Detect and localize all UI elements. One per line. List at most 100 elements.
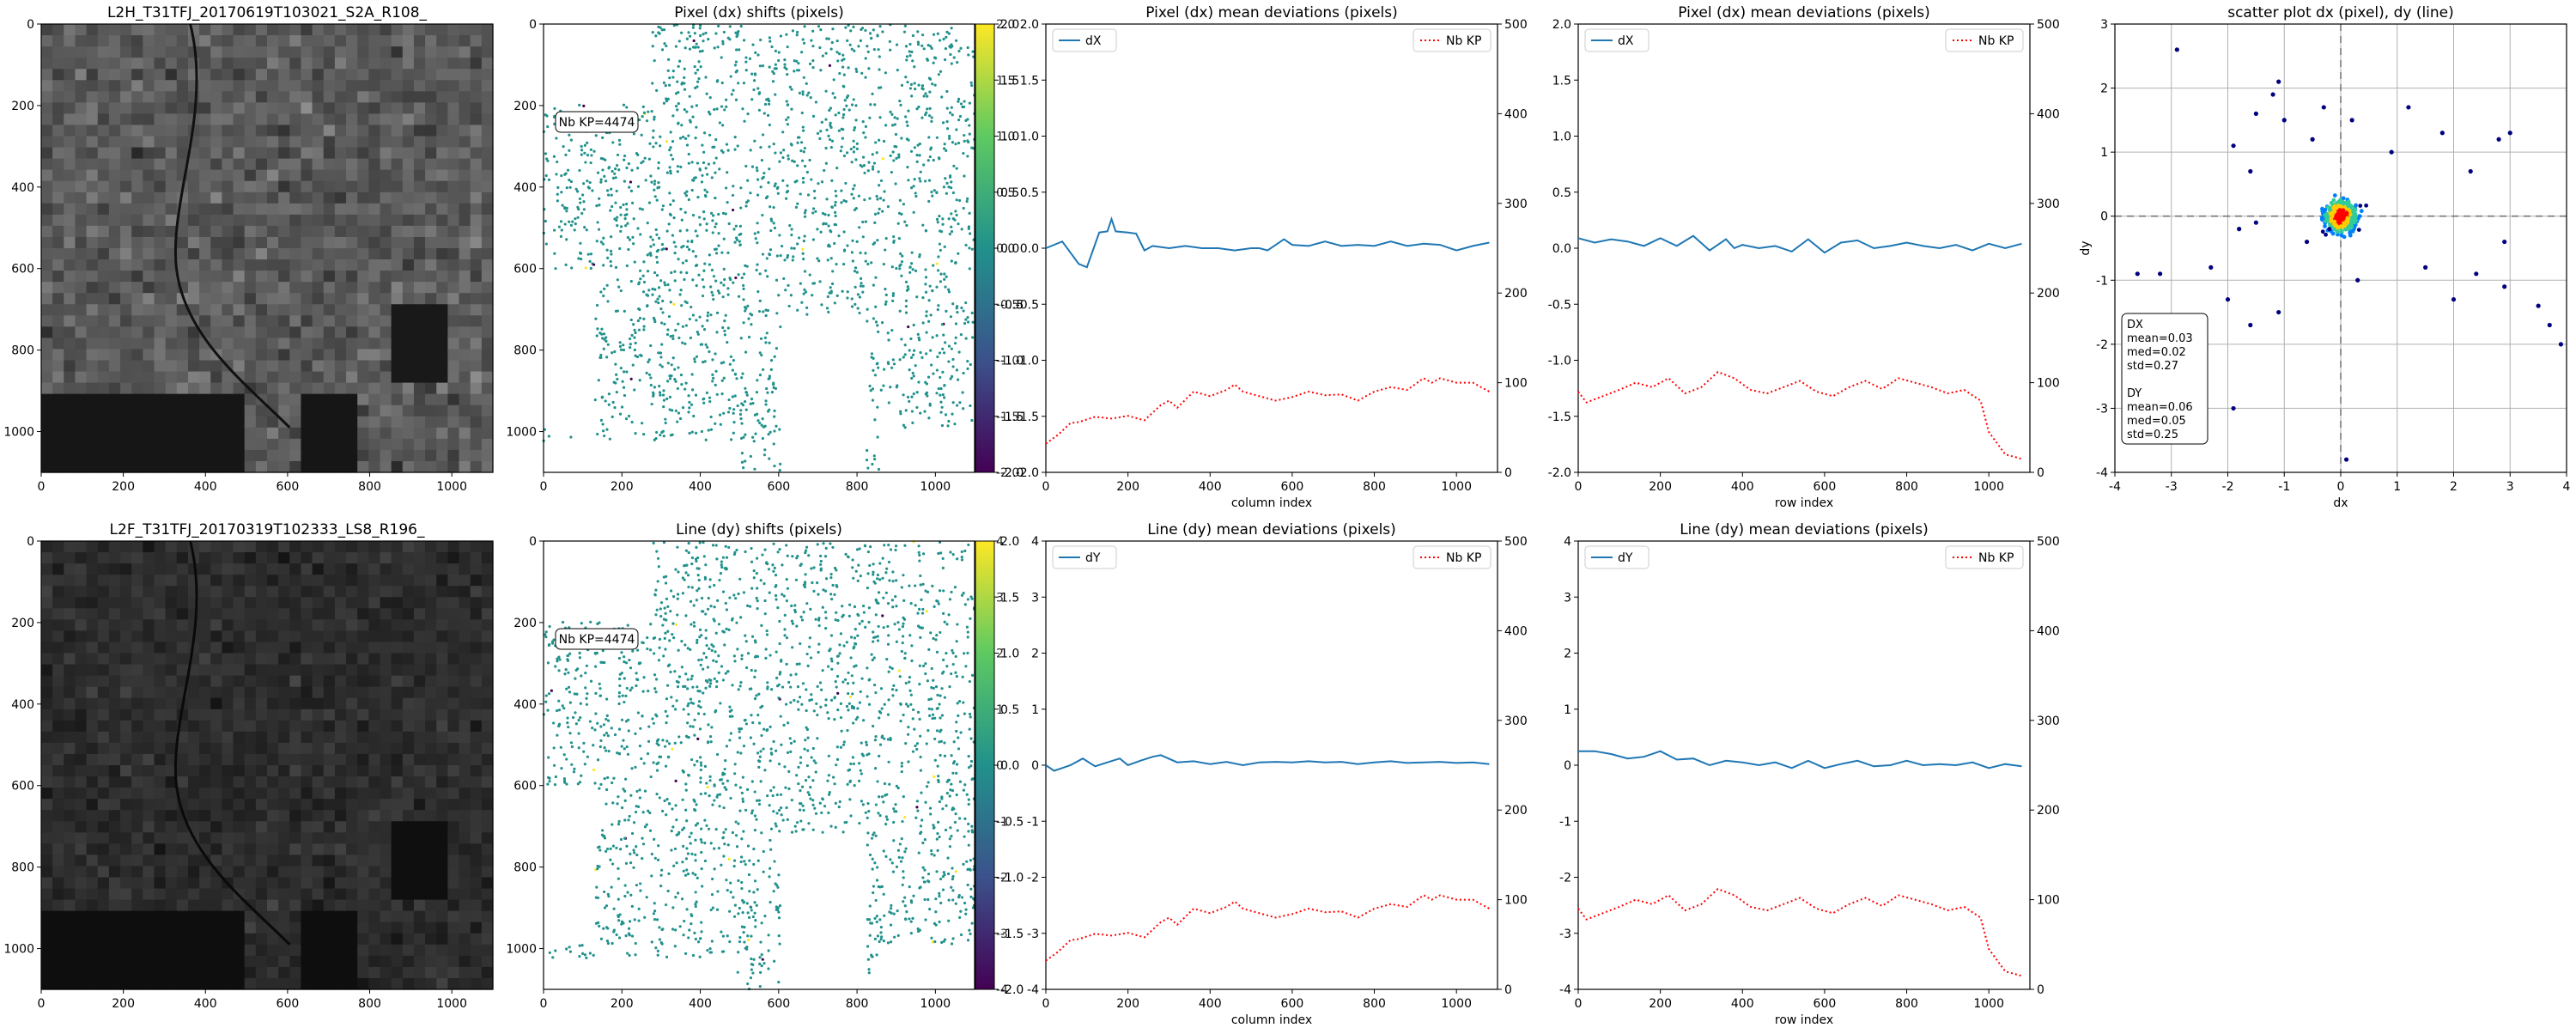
- image-texture: [143, 148, 155, 160]
- keypoint: [811, 30, 814, 33]
- keypoint: [665, 97, 667, 100]
- image-texture: [75, 102, 87, 114]
- image-texture: [324, 24, 336, 36]
- keypoint: [913, 350, 915, 352]
- keypoint: [807, 193, 810, 196]
- image-texture: [335, 315, 347, 327]
- image-texture: [289, 394, 301, 406]
- keypoint: [740, 422, 743, 424]
- keypoint: [841, 145, 843, 148]
- image-texture: [155, 315, 167, 327]
- image-texture: [392, 293, 404, 305]
- image-texture: [131, 698, 143, 710]
- image-texture: [41, 541, 53, 553]
- image-texture: [155, 69, 167, 81]
- image-texture: [177, 461, 189, 473]
- keypoint: [615, 374, 617, 376]
- keypoint: [658, 286, 660, 289]
- keypoint: [743, 39, 745, 41]
- keypoint: [905, 409, 908, 411]
- image-texture: [245, 282, 257, 294]
- image-texture: [131, 608, 143, 620]
- image-texture: [471, 148, 483, 160]
- image-texture: [41, 259, 53, 271]
- keypoint: [915, 406, 918, 409]
- image-texture: [368, 282, 380, 294]
- keypoint: [680, 289, 683, 291]
- keypoint: [723, 377, 726, 380]
- keypoint: [616, 216, 618, 219]
- image-texture: [324, 461, 336, 473]
- image-texture: [75, 282, 87, 294]
- y-tick-label: 1.5: [1020, 74, 1039, 88]
- keypoint: [878, 68, 880, 70]
- keypoint: [829, 230, 832, 233]
- keypoint: [908, 400, 910, 403]
- image-texture: [98, 978, 110, 990]
- image-texture: [177, 945, 189, 957]
- image-texture: [256, 304, 268, 316]
- keypoint: [939, 411, 942, 413]
- keypoint: [915, 107, 918, 110]
- keypoint: [825, 198, 828, 200]
- image-texture: [380, 304, 392, 316]
- keypoint: [872, 398, 874, 401]
- image-texture: [368, 35, 380, 47]
- keypoint: [599, 354, 602, 356]
- image-texture: [166, 608, 178, 620]
- keypoint: [872, 153, 874, 155]
- keypoint: [867, 161, 870, 164]
- keypoint: [766, 331, 769, 334]
- keypoint: [801, 112, 804, 114]
- keypoint: [924, 283, 927, 285]
- image-texture: [245, 326, 257, 338]
- keypoint: [954, 143, 957, 145]
- image-texture: [120, 866, 132, 878]
- keypoint: [676, 81, 678, 83]
- keypoint: [789, 86, 792, 88]
- scatter-outlier: [2327, 227, 2331, 231]
- image-texture: [131, 439, 143, 451]
- keypoint: [723, 238, 726, 240]
- keypoint: [563, 173, 566, 176]
- keypoint: [951, 27, 953, 29]
- keypoint: [933, 57, 936, 59]
- image-texture: [109, 855, 121, 867]
- keypoint: [611, 170, 613, 173]
- image-texture: [109, 204, 121, 216]
- image-texture: [166, 900, 178, 912]
- image-texture: [75, 293, 87, 305]
- keypoint: [730, 438, 732, 441]
- keypoint: [734, 277, 737, 279]
- image-texture: [222, 170, 234, 182]
- image-texture: [143, 113, 155, 125]
- image-texture: [166, 148, 178, 160]
- keypoint: [834, 204, 836, 206]
- image-texture: [166, 642, 178, 654]
- image-texture: [155, 439, 167, 451]
- keypoint: [768, 145, 770, 148]
- keypoint: [796, 31, 799, 33]
- image-texture: [75, 889, 87, 901]
- keypoint: [874, 141, 877, 143]
- image-texture: [482, 293, 494, 305]
- keypoint: [810, 40, 812, 42]
- image-texture: [267, 125, 279, 137]
- image-texture: [425, 192, 437, 204]
- image-texture: [346, 338, 358, 350]
- keypoint: [679, 271, 682, 274]
- image-texture: [482, 35, 494, 47]
- keypoint: [858, 312, 860, 314]
- keypoint: [734, 394, 737, 397]
- image-texture: [188, 417, 200, 429]
- keypoint: [641, 208, 644, 210]
- keypoint: [584, 144, 586, 147]
- keypoint: [888, 401, 890, 404]
- image-texture: [120, 698, 132, 710]
- image-texture: [188, 80, 200, 92]
- image-texture: [199, 563, 211, 575]
- scatter-outlier: [2350, 118, 2354, 122]
- image-texture: [166, 159, 178, 171]
- keypoint: [967, 141, 969, 143]
- image-texture: [210, 80, 222, 92]
